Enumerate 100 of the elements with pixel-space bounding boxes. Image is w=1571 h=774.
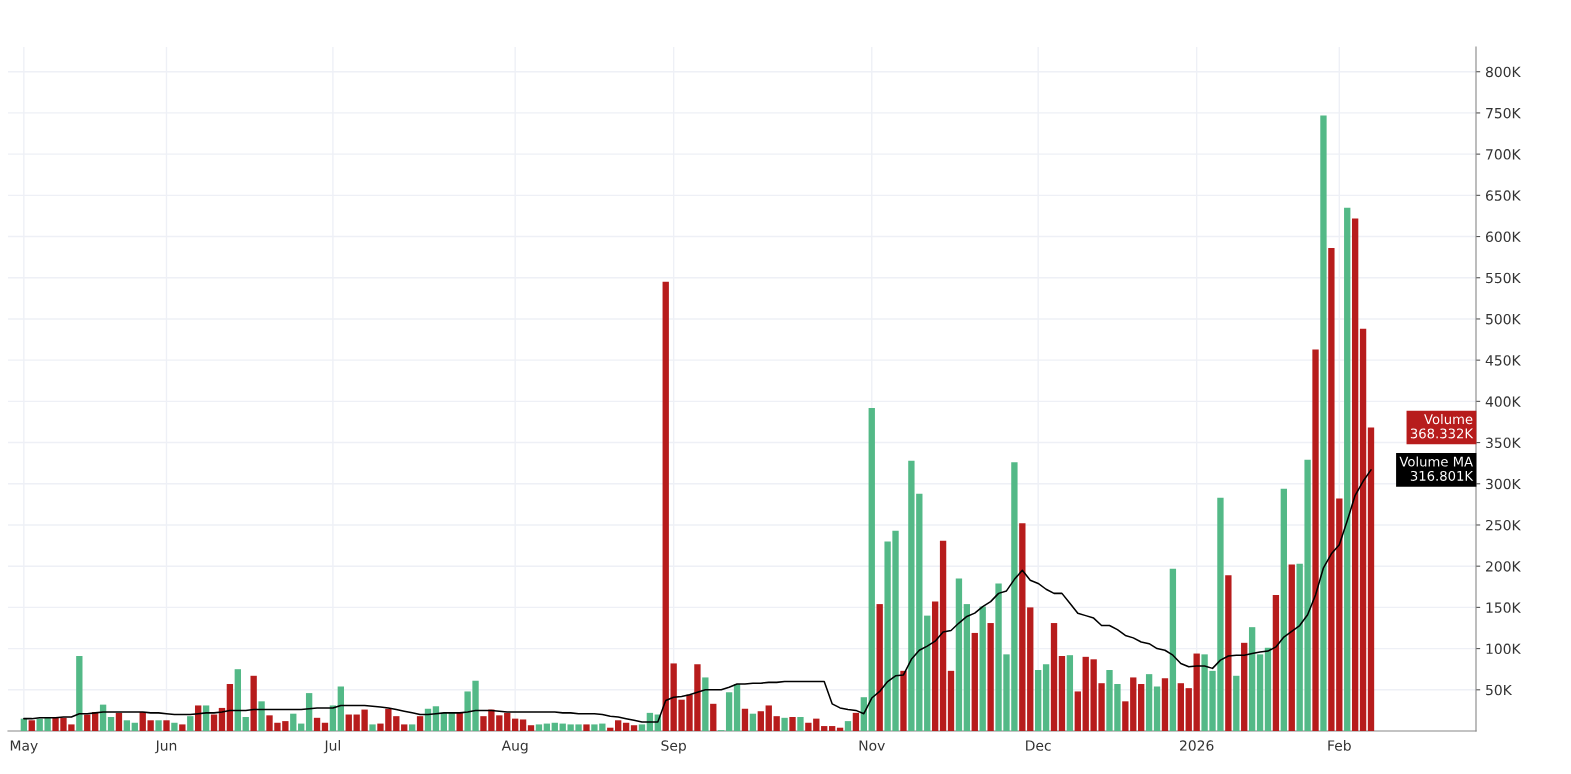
bar <box>187 716 194 731</box>
bar <box>1256 654 1264 731</box>
bar <box>630 725 638 731</box>
text: 316.801K <box>1410 470 1474 481</box>
bar <box>1367 427 1375 731</box>
text: Volume MA <box>1399 456 1473 467</box>
y-tick-label: 150K <box>1486 602 1521 613</box>
x-tick-label: Jun <box>154 740 177 754</box>
bar <box>844 721 852 731</box>
bar <box>1177 683 1184 731</box>
bar <box>1145 674 1153 731</box>
bar <box>123 720 131 731</box>
y-tick-label: 750K <box>1486 107 1521 119</box>
bar <box>725 692 733 731</box>
bar <box>622 722 630 731</box>
line-series <box>23 469 1372 723</box>
x-tick-label: Nov <box>859 740 885 751</box>
bar <box>519 719 527 731</box>
bar <box>781 717 788 731</box>
bar <box>527 725 535 731</box>
y-tick-label: 800K <box>1485 66 1521 78</box>
bar <box>852 712 860 731</box>
bar <box>615 720 622 731</box>
bar <box>226 684 234 731</box>
x-tick-label: Dec <box>1026 740 1051 751</box>
bar <box>28 720 35 731</box>
bar <box>290 713 297 731</box>
y-tick-label: 600K <box>1486 231 1521 243</box>
bar <box>337 686 344 731</box>
bar <box>535 724 543 731</box>
bar <box>504 712 511 731</box>
bar <box>710 703 717 731</box>
bar <box>868 407 875 731</box>
bar <box>369 724 376 731</box>
bar <box>321 722 329 731</box>
bar <box>987 623 994 731</box>
bar <box>131 722 138 731</box>
bar <box>456 712 463 731</box>
bar <box>20 718 28 731</box>
text: Volume <box>1424 413 1473 425</box>
text: 368.332K <box>1410 428 1474 439</box>
bar <box>84 714 91 731</box>
bar <box>329 705 337 731</box>
y-tick-label: 500K <box>1486 313 1521 325</box>
bar <box>163 720 170 731</box>
bar <box>1225 575 1232 731</box>
bar <box>979 606 986 731</box>
y-tick-label: 300K <box>1486 478 1521 490</box>
bar <box>741 708 749 731</box>
bar <box>179 724 186 731</box>
bar <box>1042 664 1050 731</box>
bar <box>931 601 939 731</box>
bar <box>1050 623 1058 731</box>
y-tick-label: 200K <box>1486 561 1521 572</box>
bar <box>702 677 709 731</box>
x-tick-label: May <box>10 740 38 754</box>
bar <box>876 604 883 731</box>
bar <box>1027 607 1034 731</box>
bar <box>1066 655 1074 731</box>
bar <box>955 578 963 731</box>
bar <box>401 724 408 731</box>
bar <box>1153 686 1161 731</box>
bar <box>416 716 424 731</box>
bar <box>1351 218 1359 731</box>
bar <box>1058 656 1066 731</box>
bar <box>1264 647 1272 731</box>
bar <box>789 716 796 731</box>
bar <box>115 712 123 731</box>
bar <box>408 724 416 731</box>
bar <box>313 717 321 731</box>
bar <box>432 706 440 731</box>
bar <box>583 724 590 731</box>
bar <box>195 705 202 731</box>
y-tick-label: 700K <box>1486 149 1521 160</box>
bar <box>1288 564 1295 731</box>
bar <box>638 724 646 731</box>
bar <box>107 716 115 731</box>
bar <box>733 684 741 731</box>
y-tick-label: 350K <box>1486 437 1521 449</box>
bar <box>828 726 836 731</box>
bar <box>963 604 971 731</box>
bar <box>511 718 519 731</box>
bar <box>1344 207 1351 731</box>
y-tick-label: 100K <box>1486 643 1521 655</box>
bar <box>947 670 955 731</box>
bar <box>76 656 83 731</box>
bar <box>797 716 804 731</box>
bar <box>1019 523 1026 731</box>
bar <box>939 540 947 731</box>
x-tick-label: Jul <box>323 740 340 754</box>
bar <box>1312 349 1319 731</box>
bar <box>1320 115 1327 731</box>
bar <box>171 722 178 731</box>
bar <box>1169 568 1177 731</box>
bar <box>900 670 907 731</box>
bar <box>1138 684 1145 731</box>
bar <box>234 669 241 731</box>
y-tick-label: 250K <box>1486 519 1521 531</box>
bar <box>551 722 558 731</box>
bar <box>1272 595 1280 731</box>
